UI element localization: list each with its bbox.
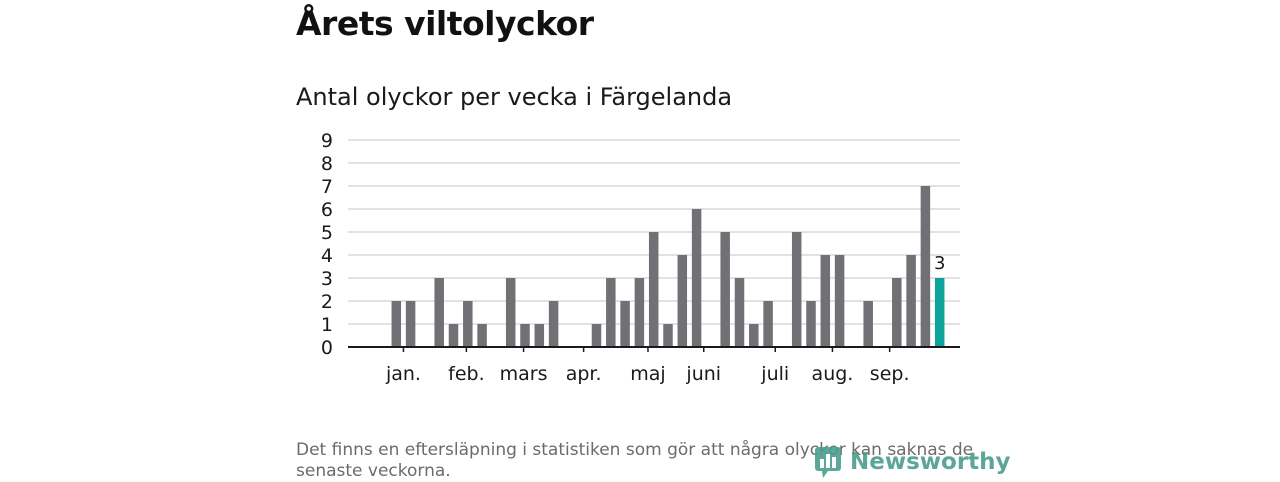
bar (405, 301, 416, 347)
bar (691, 209, 702, 347)
x-tick-label: juni (685, 363, 721, 385)
y-tick-label: 9 (321, 130, 333, 152)
bars (391, 186, 945, 347)
bar (534, 324, 545, 347)
y-tick-label: 8 (321, 153, 333, 175)
bar (763, 301, 773, 347)
bar (548, 301, 559, 347)
bar (591, 324, 602, 347)
bar (620, 301, 630, 347)
data-label: 3 (934, 253, 945, 274)
data-labels: 3 (934, 253, 945, 274)
x-tick-label: maj (630, 363, 665, 385)
bar (863, 301, 873, 347)
brand-logo: Newsworthy (814, 442, 1011, 482)
brand-name: Newsworthy (850, 449, 1011, 475)
footnote: Det finns en eftersläpning i statistiken… (296, 440, 974, 481)
bar (677, 255, 688, 347)
bar (648, 232, 659, 347)
bar (720, 232, 730, 347)
y-tick-label: 5 (321, 222, 333, 244)
bar (477, 324, 487, 347)
x-tick-label: mars (500, 363, 548, 385)
bar (463, 301, 473, 347)
bar-current-week (934, 278, 945, 347)
bar (391, 301, 402, 347)
bar (834, 255, 845, 347)
y-tick-label: 2 (321, 291, 333, 313)
x-tick-label: jan. (385, 363, 421, 385)
y-tick-label: 4 (321, 245, 333, 267)
bar (505, 278, 516, 347)
bar (791, 232, 802, 347)
bar (920, 186, 931, 347)
x-axis-ticks: jan. feb. mars apr. maj juni juli aug. sep. (385, 347, 910, 385)
bar (434, 278, 444, 347)
bar (663, 324, 673, 347)
bar (892, 278, 902, 347)
chart-subtitle: Antal olyckor per vecka i Färgelanda (296, 83, 733, 111)
newsworthy-logo-icon (815, 447, 841, 478)
y-tick-label: 3 (321, 268, 333, 290)
bar (634, 278, 645, 347)
bar (520, 324, 530, 347)
bar (734, 278, 745, 347)
x-tick-label: apr. (566, 363, 602, 385)
x-tick-label: juli (760, 363, 789, 385)
y-tick-label: 1 (321, 314, 333, 336)
x-tick-label: feb. (448, 363, 484, 385)
bar (806, 301, 816, 347)
bar (820, 255, 831, 347)
x-tick-label: aug. (812, 363, 854, 385)
bar (606, 278, 616, 347)
y-tick-label: 0 (321, 337, 333, 359)
bar (749, 324, 759, 347)
y-tick-label: 6 (321, 199, 333, 221)
y-tick-label: 7 (321, 176, 333, 198)
bar (906, 255, 916, 347)
bar (448, 324, 459, 347)
x-tick-label: sep. (870, 363, 910, 385)
chart-title: Årets viltolyckor (296, 4, 594, 43)
